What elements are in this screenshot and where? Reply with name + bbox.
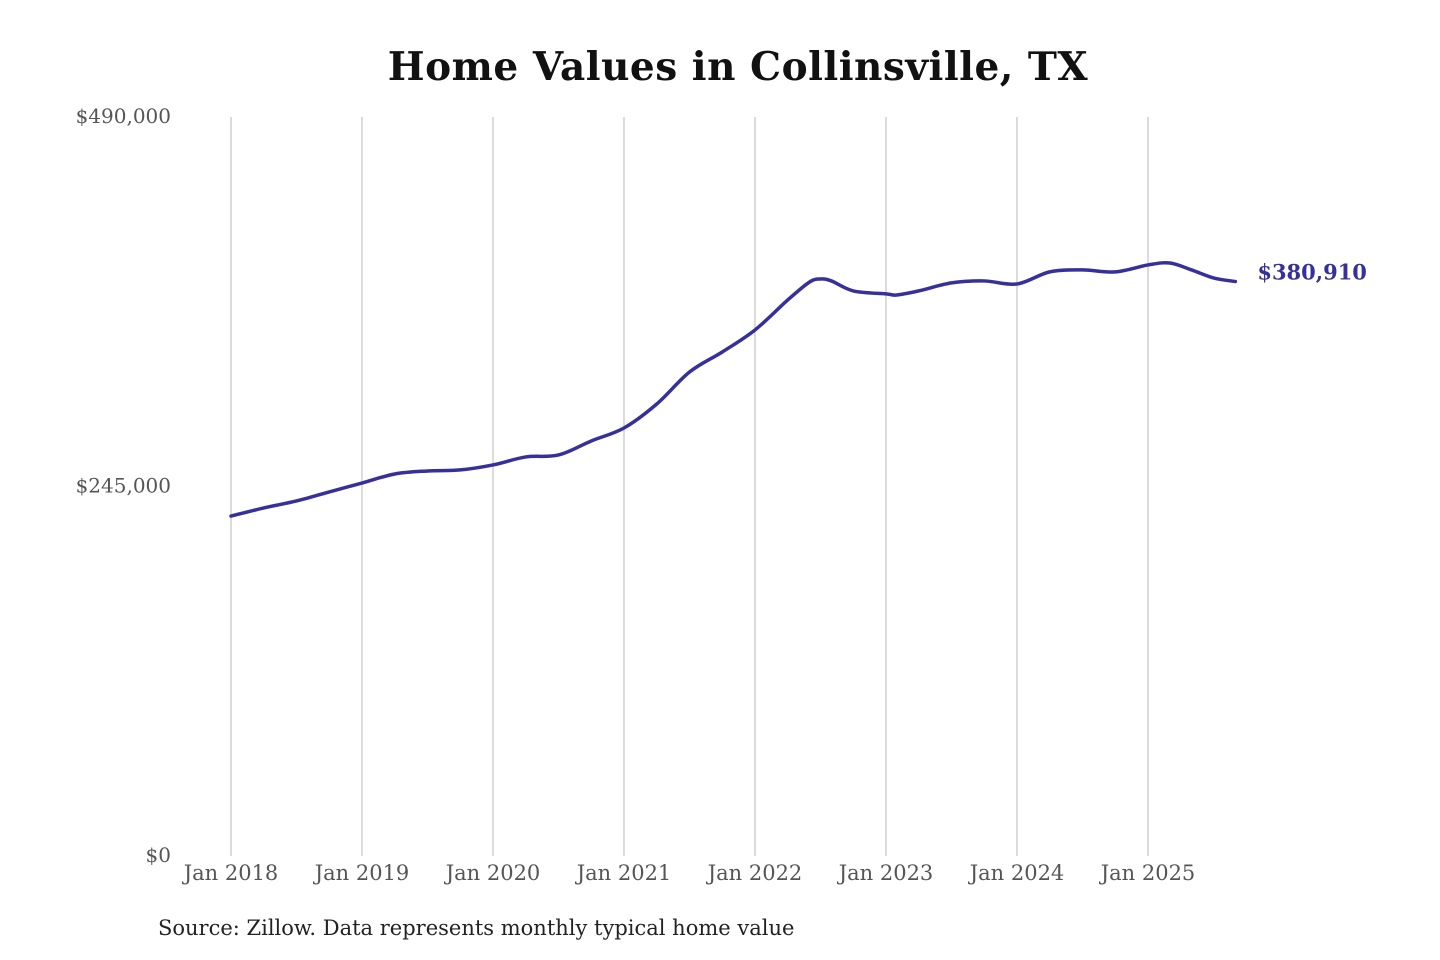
x-tick-label: Jan 2019: [313, 861, 410, 885]
y-tick-label: $245,000: [76, 474, 171, 498]
x-tick-label: Jan 2021: [575, 861, 672, 885]
x-tick-label: Jan 2022: [706, 861, 803, 885]
x-tick-label: Jan 2020: [444, 861, 541, 885]
x-tick-label: Jan 2025: [1099, 861, 1196, 885]
x-tick-label: Jan 2018: [182, 861, 279, 885]
source-note: Source: Zillow. Data represents monthly …: [158, 916, 795, 940]
series-line: [229, 260, 1238, 518]
end-value-label: $380,910: [1257, 260, 1367, 285]
x-tick-label: Jan 2024: [968, 861, 1065, 885]
y-tick-label: $490,000: [76, 104, 171, 128]
chart-title: Home Values in Collinsville, TX: [387, 44, 1089, 90]
x-tick-label: Jan 2023: [837, 861, 934, 885]
y-tick-label: $0: [146, 843, 171, 867]
